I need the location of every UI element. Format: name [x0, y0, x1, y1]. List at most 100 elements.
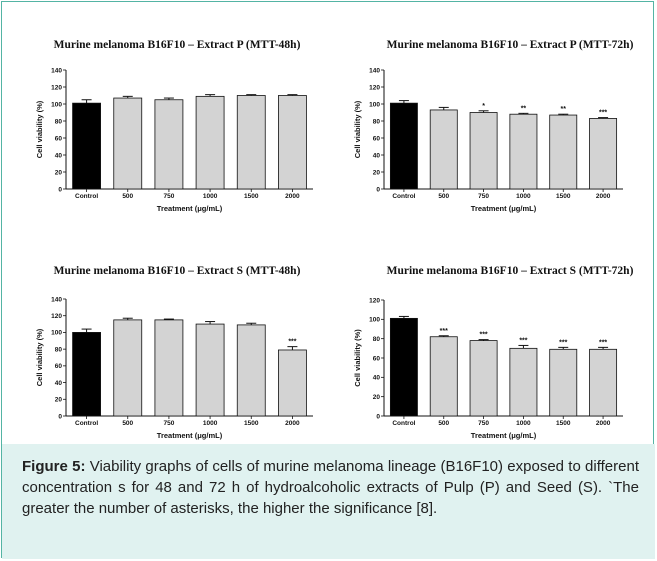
y-tick-label: 40 [55, 380, 63, 387]
chart-title: Murine melanoma B16F10 – Extract P (MTT-… [54, 39, 301, 51]
bar [389, 102, 418, 190]
x-axis-label: Treatment (μg/mL) [157, 431, 223, 440]
significance-label: *** [479, 332, 487, 339]
figure-area: Murine melanoma B16F10 – Extract P (MTT-… [2, 2, 655, 442]
bar [589, 118, 618, 190]
significance-label: *** [599, 339, 607, 346]
category-label: 500 [438, 420, 449, 427]
chart-title: Murine melanoma B16F10 – Extract P (MTT-… [387, 39, 634, 51]
bar [429, 109, 458, 190]
category-label: 750 [478, 193, 489, 200]
y-tick-label: 100 [51, 330, 62, 337]
y-tick-label: 60 [373, 135, 381, 142]
figure-caption: Figure 5: Viability graphs of cells of m… [2, 444, 655, 559]
category-label: 1000 [203, 193, 218, 200]
bar [389, 317, 418, 417]
category-label: 500 [122, 420, 133, 427]
category-label: 1000 [203, 420, 218, 427]
caption-text: Viability graphs of cells of murine mela… [22, 458, 639, 517]
category-label: 500 [438, 193, 449, 200]
bar [278, 95, 307, 190]
y-tick-label: 60 [55, 135, 63, 142]
category-label: 1500 [244, 193, 259, 200]
significance-label: *** [519, 337, 527, 344]
y-tick-label: 120 [51, 313, 62, 320]
bar [72, 102, 101, 190]
category-label: 2000 [596, 420, 611, 427]
bar [195, 95, 225, 190]
bar [113, 97, 143, 190]
category-label: 1000 [516, 193, 531, 200]
category-label: 1000 [516, 420, 531, 427]
x-axis-label: Treatment (μg/mL) [471, 431, 537, 440]
category-label: 750 [163, 193, 174, 200]
y-tick-label: 140 [51, 296, 62, 303]
category-label: 750 [478, 420, 489, 427]
y-tick-label: 0 [58, 186, 62, 193]
significance-label: *** [599, 110, 607, 117]
chart-panel: Murine melanoma B16F10 – Extract P (MTT-… [35, 39, 313, 213]
y-tick-label: 80 [373, 336, 381, 343]
category-label: Control [392, 420, 415, 427]
bar [236, 95, 266, 190]
category-label: 1500 [556, 193, 571, 200]
y-tick-label: 20 [55, 169, 63, 176]
y-tick-label: 40 [373, 152, 381, 159]
chart-title: Murine melanoma B16F10 – Extract S (MTT-… [54, 265, 301, 277]
y-tick-label: 40 [373, 375, 381, 382]
y-tick-label: 100 [369, 101, 380, 108]
category-label: 2000 [285, 420, 300, 427]
bar [469, 112, 498, 190]
y-tick-label: 80 [55, 346, 63, 353]
y-tick-label: 80 [373, 118, 381, 125]
category-label: Control [75, 193, 98, 200]
bar [549, 348, 578, 417]
bar [195, 323, 225, 417]
chart-panel: Murine melanoma B16F10 – Extract S (MTT-… [353, 265, 634, 440]
significance-label: *** [559, 339, 567, 346]
category-label: Control [75, 420, 98, 427]
y-tick-label: 120 [51, 84, 62, 91]
bar [278, 349, 307, 417]
category-label: 750 [163, 420, 174, 427]
category-label: Control [392, 193, 415, 200]
significance-label: ** [561, 106, 567, 113]
y-tick-label: 140 [369, 67, 380, 74]
significance-label: ** [521, 105, 527, 112]
y-tick-label: 100 [369, 317, 380, 324]
y-tick-label: 60 [373, 355, 381, 362]
bar [113, 319, 143, 417]
category-label: 2000 [285, 193, 300, 200]
significance-label: *** [288, 339, 296, 346]
category-label: 2000 [596, 193, 611, 200]
y-tick-label: 0 [376, 413, 380, 420]
charts-canvas: Murine melanoma B16F10 – Extract P (MTT-… [35, 39, 634, 440]
y-tick-label: 60 [55, 363, 63, 370]
bar [469, 340, 498, 417]
y-tick-label: 20 [55, 397, 63, 404]
category-label: 1500 [244, 420, 259, 427]
category-label: 1500 [556, 420, 571, 427]
y-tick-label: 100 [51, 101, 62, 108]
y-axis-label: Cell viability (%) [353, 100, 362, 158]
y-axis-label: Cell viability (%) [35, 100, 44, 158]
bar [509, 113, 538, 190]
y-tick-label: 140 [51, 67, 62, 74]
significance-label: * [482, 103, 485, 110]
y-tick-label: 0 [376, 186, 380, 193]
bar [429, 336, 458, 417]
x-axis-label: Treatment (μg/mL) [157, 204, 223, 213]
y-tick-label: 20 [373, 169, 381, 176]
chart-panel: Murine melanoma B16F10 – Extract P (MTT-… [353, 39, 634, 213]
bar [509, 347, 538, 417]
bar [236, 324, 266, 417]
bar [72, 332, 101, 417]
y-axis-label: Cell viability (%) [353, 329, 362, 387]
y-tick-label: 120 [369, 297, 380, 304]
y-tick-label: 120 [369, 84, 380, 91]
bar [589, 348, 618, 417]
y-tick-label: 40 [55, 152, 63, 159]
y-tick-label: 20 [373, 394, 381, 401]
x-axis-label: Treatment (μg/mL) [471, 204, 537, 213]
